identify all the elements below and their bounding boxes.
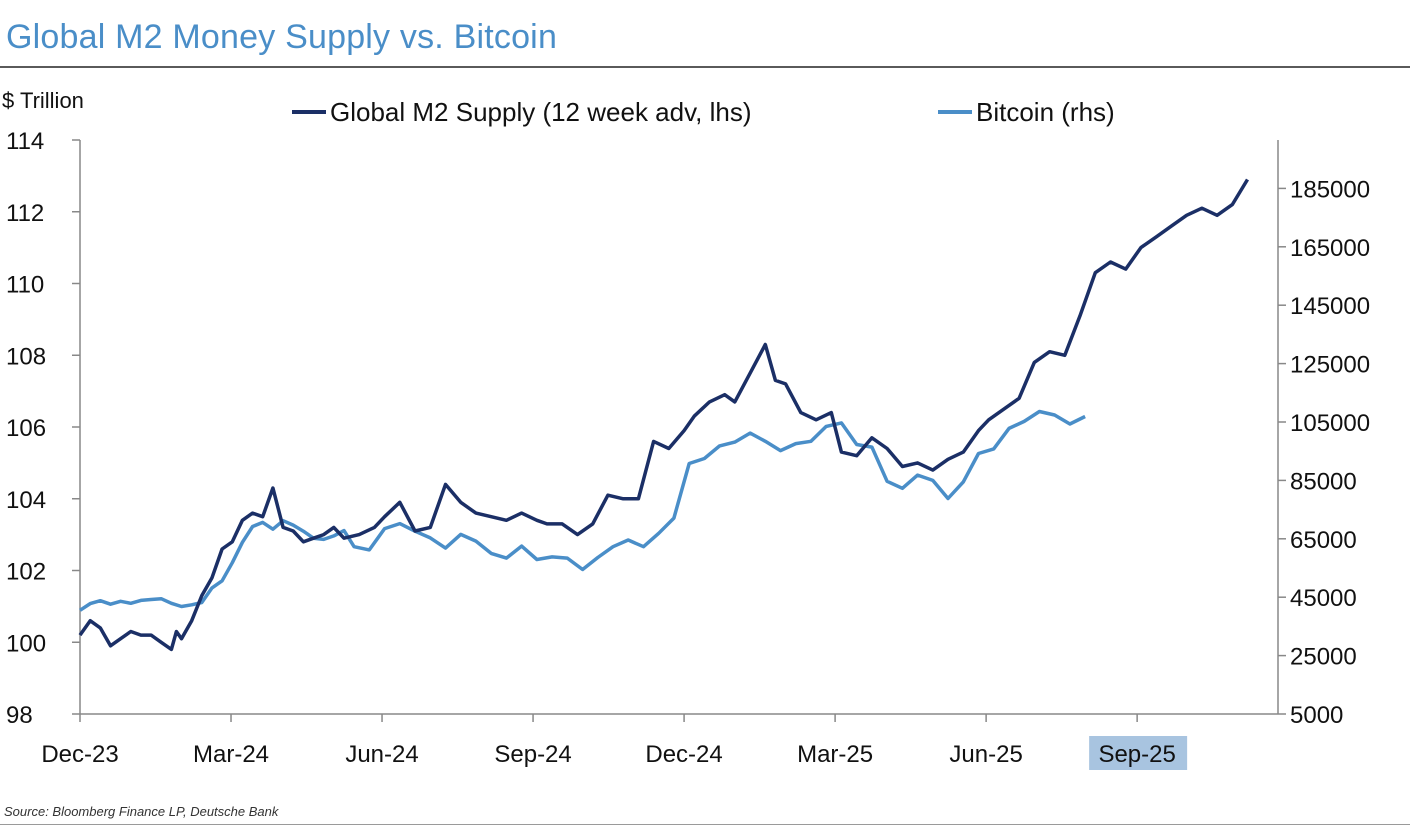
right-tick-label: 25000 [1290,644,1357,671]
tick-labels: 98 100 102 104 106 108 110 112 114 5000 25000 45000… [6,128,1370,770]
right-tick-label: 45000 [1290,585,1357,612]
right-tick-label: 185000 [1290,176,1370,203]
axes [72,139,1286,722]
left-tick-label: 108 [6,343,46,370]
left-tick-label: 110 [6,272,44,299]
x-tick-label: Mar-25 [797,741,873,768]
left-tick-label: 106 [6,415,46,442]
x-tick-label: Jun-24 [345,741,418,768]
left-tick-label: 112 [6,200,44,227]
right-tick-label: 165000 [1290,235,1370,262]
legend-label-bitcoin: Bitcoin (rhs) [976,97,1115,127]
x-tick-label: Dec-24 [645,741,722,768]
left-tick-label: 100 [6,630,46,657]
legend-label-m2: Global M2 Supply (12 week adv, lhs) [330,97,752,127]
right-tick-label: 65000 [1290,527,1357,554]
x-tick-label: Mar-24 [193,741,269,768]
x-tick-label: Jun-25 [949,741,1022,768]
x-tick-label: Sep-24 [494,741,571,768]
right-tick-label: 125000 [1290,352,1370,379]
bottom-divider [0,824,1410,825]
source-note: Source: Bloomberg Finance LP, Deutsche B… [4,804,279,819]
left-tick-label: 114 [6,128,44,155]
left-axis-unit-label: $ Trillion [2,88,84,113]
x-tick-label: Sep-25 [1098,741,1175,768]
x-tick-label: Dec-23 [41,741,118,768]
left-tick-label: 102 [6,559,46,586]
highlighted-tick-background [1089,736,1188,770]
series-lines [78,178,1249,652]
chart-title: Global M2 Money Supply vs. Bitcoin [6,18,558,56]
legend: Global M2 Supply (12 week adv, lhs) Bitc… [292,97,1115,127]
right-tick-label: 5000 [1290,702,1343,729]
right-tick-label: 105000 [1290,410,1370,437]
right-tick-label: 145000 [1290,293,1370,320]
series-line-bitcoin [79,409,1086,612]
title-divider [0,66,1410,68]
series-line-global-m2 [78,178,1249,652]
left-tick-label: 98 [6,702,33,729]
left-tick-label: 104 [6,487,46,514]
chart-plot: Global M2 Supply (12 week adv, lhs) Bitc… [6,97,1370,770]
right-tick-label: 85000 [1290,468,1357,495]
